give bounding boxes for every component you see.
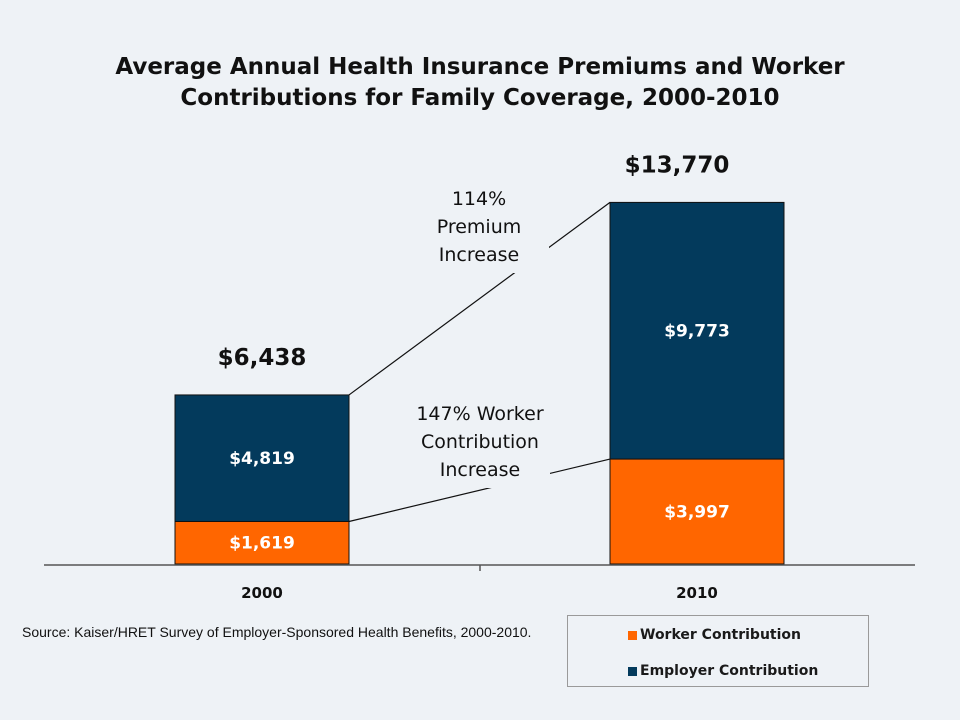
legend-item-worker: Worker Contribution	[628, 625, 801, 645]
x-tick-label-2010: 2010	[676, 584, 718, 602]
bar-worker-2000	[174, 520, 350, 565]
source-note: Source: Kaiser/HRET Survey of Employer-S…	[22, 624, 532, 640]
bar-employer-2010	[609, 201, 785, 460]
worker-connector-line	[348, 458, 611, 523]
chart-title-line-2: Contributions for Family Coverage, 2000-…	[180, 85, 780, 111]
premium-connector-line	[348, 201, 611, 396]
chart-title: Average Annual Health Insurance Premiums…	[60, 52, 900, 114]
data-label-employer-2000: $4,819	[229, 449, 295, 469]
legend-swatch-worker	[628, 630, 637, 640]
data-label-employer-2010: $9,773	[664, 322, 730, 342]
chart-legend: Worker Contribution Employer Contributio…	[567, 615, 869, 687]
chart-title-line-1: Average Annual Health Insurance Premiums…	[115, 54, 845, 80]
legend-label-worker: Worker Contribution	[640, 627, 801, 643]
bar-worker-2010	[609, 458, 785, 565]
annotation-worker-increase: 147% Worker Contribution Increase	[416, 403, 543, 481]
total-label-2000: $6,438	[218, 345, 307, 371]
legend-swatch-employer	[628, 666, 637, 676]
data-label-worker-2010: $3,997	[664, 503, 730, 523]
data-label-worker-2000: $1,619	[229, 534, 295, 554]
bar-employer-2000	[174, 394, 350, 522]
x-tick-label-2000: 2000	[241, 584, 283, 602]
legend-label-employer: Employer Contribution	[640, 663, 819, 679]
total-label-2010: $13,770	[625, 152, 730, 178]
annotation-premium-increase-bg	[409, 185, 549, 273]
annotation-worker-increase-bg	[410, 400, 550, 488]
legend-item-employer: Employer Contribution	[628, 661, 818, 681]
annotation-premium-increase: 114% Premium Increase	[437, 188, 522, 266]
